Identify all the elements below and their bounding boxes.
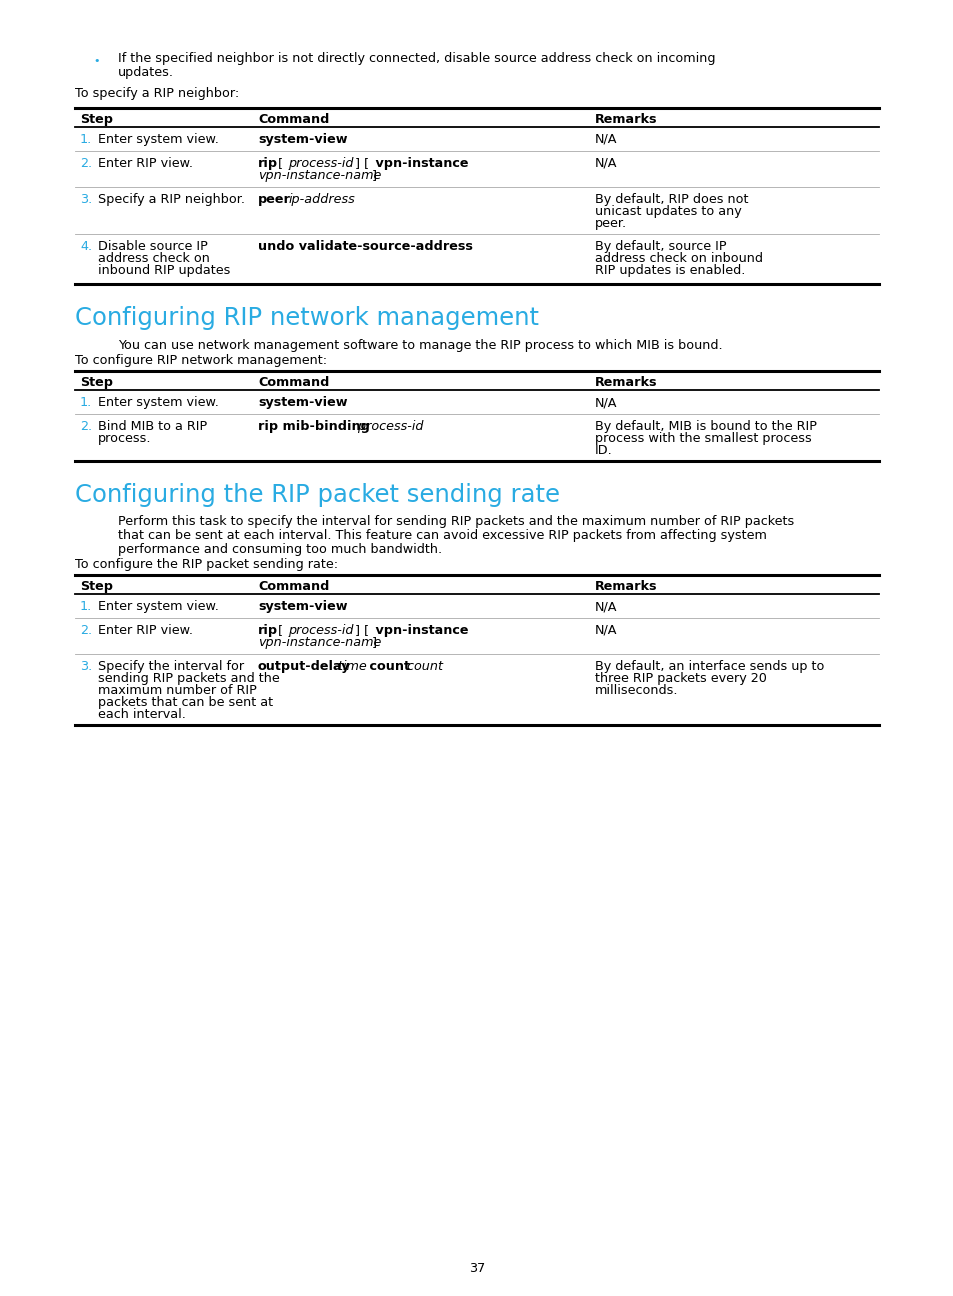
Text: system-view: system-view [257, 600, 347, 613]
Text: Enter system view.: Enter system view. [98, 600, 218, 613]
Text: N/A: N/A [595, 600, 617, 613]
Text: By default, MIB is bound to the RIP: By default, MIB is bound to the RIP [595, 420, 816, 433]
Text: three RIP packets every 20: three RIP packets every 20 [595, 673, 766, 686]
Text: vpn-instance-name: vpn-instance-name [257, 168, 381, 181]
Text: unicast updates to any: unicast updates to any [595, 205, 741, 218]
Text: Command: Command [257, 581, 329, 594]
Text: You can use network management software to manage the RIP process to which MIB i: You can use network management software … [118, 340, 721, 353]
Text: sending RIP packets and the: sending RIP packets and the [98, 673, 279, 686]
Text: 1.: 1. [80, 600, 92, 613]
Text: process-id: process-id [288, 157, 354, 170]
Text: count: count [402, 660, 442, 673]
Text: process-id: process-id [354, 420, 423, 433]
Text: To configure the RIP packet sending rate:: To configure the RIP packet sending rate… [75, 559, 337, 572]
Text: Perform this task to specify the interval for sending RIP packets and the maximu: Perform this task to specify the interva… [118, 515, 794, 527]
Text: updates.: updates. [118, 66, 173, 79]
Text: process.: process. [98, 432, 152, 445]
Text: that can be sent at each interval. This feature can avoid excessive RIP packets : that can be sent at each interval. This … [118, 529, 766, 542]
Text: Disable source IP: Disable source IP [98, 240, 208, 253]
Text: N/A: N/A [595, 623, 617, 638]
Text: Remarks: Remarks [595, 376, 657, 389]
Text: N/A: N/A [595, 133, 617, 146]
Text: time: time [334, 660, 366, 673]
Text: process with the smallest process: process with the smallest process [595, 432, 811, 445]
Text: vpn-instance: vpn-instance [371, 157, 468, 170]
Text: 2.: 2. [80, 157, 92, 170]
Text: 4.: 4. [80, 240, 92, 253]
Text: Configuring RIP network management: Configuring RIP network management [75, 306, 538, 330]
Text: performance and consuming too much bandwidth.: performance and consuming too much bandw… [118, 543, 441, 556]
Text: To configure RIP network management:: To configure RIP network management: [75, 354, 327, 367]
Text: ip-address: ip-address [289, 193, 355, 206]
Text: Remarks: Remarks [595, 581, 657, 594]
Text: By default, source IP: By default, source IP [595, 240, 726, 253]
Text: undo validate-source-address: undo validate-source-address [257, 240, 473, 253]
Text: peer.: peer. [595, 216, 626, 229]
Text: To specify a RIP neighbor:: To specify a RIP neighbor: [75, 87, 239, 100]
Text: milliseconds.: milliseconds. [595, 684, 678, 697]
Text: Enter system view.: Enter system view. [98, 397, 218, 410]
Text: Step: Step [80, 113, 112, 126]
Text: rip mib-binding: rip mib-binding [257, 420, 370, 433]
Text: inbound RIP updates: inbound RIP updates [98, 264, 230, 277]
Text: process-id: process-id [288, 623, 354, 638]
Text: If the specified neighbor is not directly connected, disable source address chec: If the specified neighbor is not directl… [118, 52, 715, 65]
Text: ID.: ID. [595, 445, 612, 457]
Text: system-view: system-view [257, 397, 347, 410]
Text: vpn-instance-name: vpn-instance-name [257, 636, 381, 649]
Text: 37: 37 [468, 1262, 485, 1275]
Text: Bind MIB to a RIP: Bind MIB to a RIP [98, 420, 207, 433]
Text: maximum number of RIP: maximum number of RIP [98, 684, 256, 697]
Text: ] [: ] [ [351, 623, 369, 638]
Text: address check on: address check on [98, 251, 210, 264]
Text: each interval.: each interval. [98, 708, 186, 721]
Text: count: count [365, 660, 410, 673]
Text: [: [ [277, 623, 287, 638]
Text: Enter system view.: Enter system view. [98, 133, 218, 146]
Text: N/A: N/A [595, 157, 617, 170]
Text: [: [ [277, 157, 287, 170]
Text: 2.: 2. [80, 420, 92, 433]
Text: system-view: system-view [257, 133, 347, 146]
Text: Configuring the RIP packet sending rate: Configuring the RIP packet sending rate [75, 483, 559, 507]
Text: •: • [92, 56, 99, 66]
Text: 2.: 2. [80, 623, 92, 638]
Text: Command: Command [257, 376, 329, 389]
Text: rip: rip [257, 623, 278, 638]
Text: Enter RIP view.: Enter RIP view. [98, 157, 193, 170]
Text: Specify the interval for: Specify the interval for [98, 660, 244, 673]
Text: By default, an interface sends up to: By default, an interface sends up to [595, 660, 823, 673]
Text: vpn-instance: vpn-instance [371, 623, 468, 638]
Text: Enter RIP view.: Enter RIP view. [98, 623, 193, 638]
Text: 1.: 1. [80, 133, 92, 146]
Text: RIP updates is enabled.: RIP updates is enabled. [595, 264, 744, 277]
Text: address check on inbound: address check on inbound [595, 251, 762, 264]
Text: ] [: ] [ [351, 157, 369, 170]
Text: 3.: 3. [80, 193, 92, 206]
Text: Remarks: Remarks [595, 113, 657, 126]
Text: Command: Command [257, 113, 329, 126]
Text: Step: Step [80, 581, 112, 594]
Text: packets that can be sent at: packets that can be sent at [98, 696, 273, 709]
Text: 1.: 1. [80, 397, 92, 410]
Text: Step: Step [80, 376, 112, 389]
Text: ]: ] [368, 636, 376, 649]
Text: rip: rip [257, 157, 278, 170]
Text: output-delay: output-delay [257, 660, 350, 673]
Text: peer: peer [257, 193, 291, 206]
Text: By default, RIP does not: By default, RIP does not [595, 193, 748, 206]
Text: N/A: N/A [595, 397, 617, 410]
Text: 3.: 3. [80, 660, 92, 673]
Text: Specify a RIP neighbor.: Specify a RIP neighbor. [98, 193, 245, 206]
Text: ]: ] [368, 168, 376, 181]
